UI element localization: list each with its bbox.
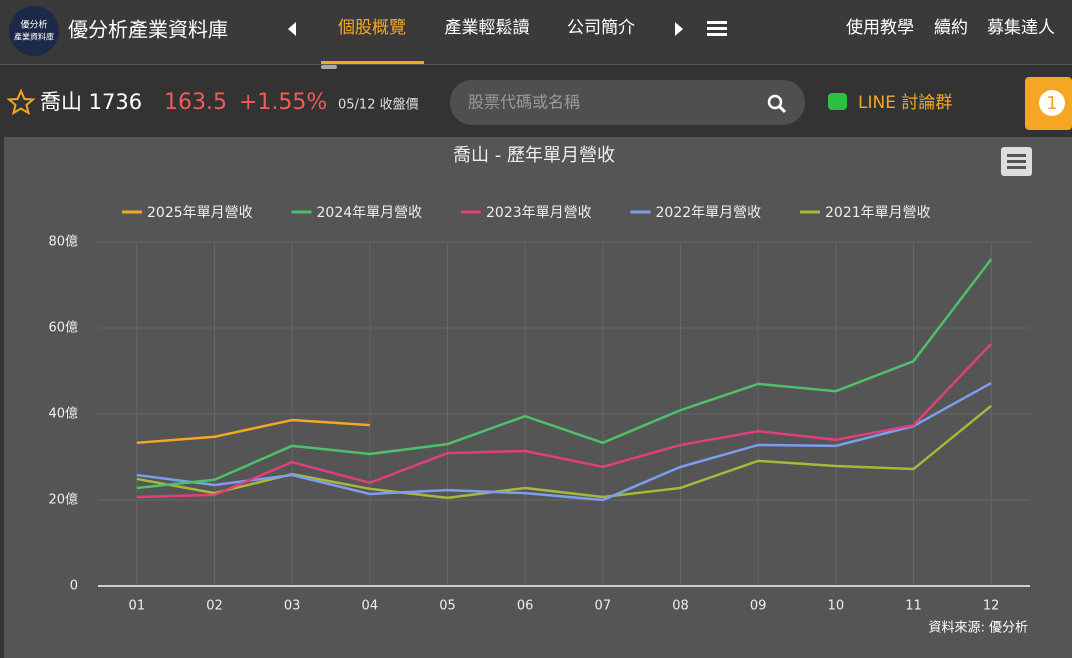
nav-item[interactable]: 個股概覽 — [338, 18, 406, 38]
series-line — [136, 418, 370, 445]
top-bar — [0, 0, 1072, 64]
search-placeholder: 股票代碼或名稱 — [468, 93, 580, 112]
logo[interactable] — [9, 6, 59, 56]
logo-text: 優分析 — [20, 19, 47, 31]
x-tick-label: 03 — [284, 599, 301, 614]
x-tick-label: 05 — [439, 599, 456, 614]
chart-menu[interactable] — [1001, 147, 1032, 176]
x-tick-label: 04 — [362, 599, 379, 614]
legend-label: 2024年單月營收 — [317, 205, 423, 221]
x-tick-label: 11 — [905, 599, 922, 614]
badge-circle — [1039, 90, 1065, 116]
line-icon — [828, 93, 847, 110]
x-tick-label: 01 — [129, 599, 146, 614]
y-tick-label: 80億 — [48, 234, 78, 250]
legend-label: 2023年單月營收 — [486, 205, 592, 221]
y-tick-label: 0 — [70, 579, 78, 594]
x-tick-label: 08 — [672, 599, 689, 614]
favorite-star[interactable] — [6, 88, 36, 116]
next-arrow[interactable] — [675, 22, 683, 36]
y-tick-label: 40億 — [48, 406, 78, 422]
prev-arrow[interactable] — [288, 22, 296, 36]
x-tick-label: 09 — [750, 599, 767, 614]
chart-title: 喬山 - 歷年單月營收 — [453, 145, 615, 166]
link[interactable]: 使用教學 — [846, 17, 914, 38]
search-icon[interactable] — [767, 94, 787, 114]
x-tick-label: 12 — [983, 599, 1000, 614]
y-tick-label: 60億 — [48, 320, 78, 336]
nav-item[interactable]: 產業輕鬆讀 — [445, 17, 530, 38]
legend-label: 2021年單月營收 — [825, 205, 931, 221]
stock-name: 喬山 1736 — [40, 90, 142, 114]
chart-area — [4, 137, 1072, 658]
legend-label: 2025年單月營收 — [147, 205, 253, 221]
line-link[interactable]: LINE 討論群 — [858, 93, 952, 113]
scroll-thumb — [321, 65, 337, 69]
stock-price: 163.5 — [164, 90, 227, 115]
stock-change: +1.55% — [239, 90, 327, 115]
y-tick-label: 20億 — [48, 492, 78, 508]
series-line — [136, 381, 992, 502]
logo-text: 產業資料庫 — [14, 32, 54, 42]
stock-date: 05/12 收盤價 — [338, 98, 419, 113]
x-tick-label: 07 — [595, 599, 612, 614]
nav-item[interactable]: 公司簡介 — [567, 18, 635, 38]
site-title[interactable]: 優分析產業資料庫 — [68, 18, 228, 42]
search-box[interactable] — [450, 80, 805, 125]
series-line — [136, 258, 993, 490]
badge-count: 1 — [1046, 93, 1057, 114]
x-tick-label: 10 — [828, 599, 845, 614]
legend-label: 2022年單月營收 — [656, 205, 762, 221]
nav-underline — [321, 61, 424, 64]
x-tick-label: 02 — [206, 599, 223, 614]
menu-icon[interactable] — [707, 21, 727, 36]
series-line — [136, 343, 993, 499]
link[interactable]: 募集達人 — [987, 18, 1055, 38]
link[interactable]: 續約 — [934, 18, 968, 38]
x-tick-label: 06 — [517, 599, 534, 614]
source: 資料來源: 優分析 — [928, 621, 1028, 636]
